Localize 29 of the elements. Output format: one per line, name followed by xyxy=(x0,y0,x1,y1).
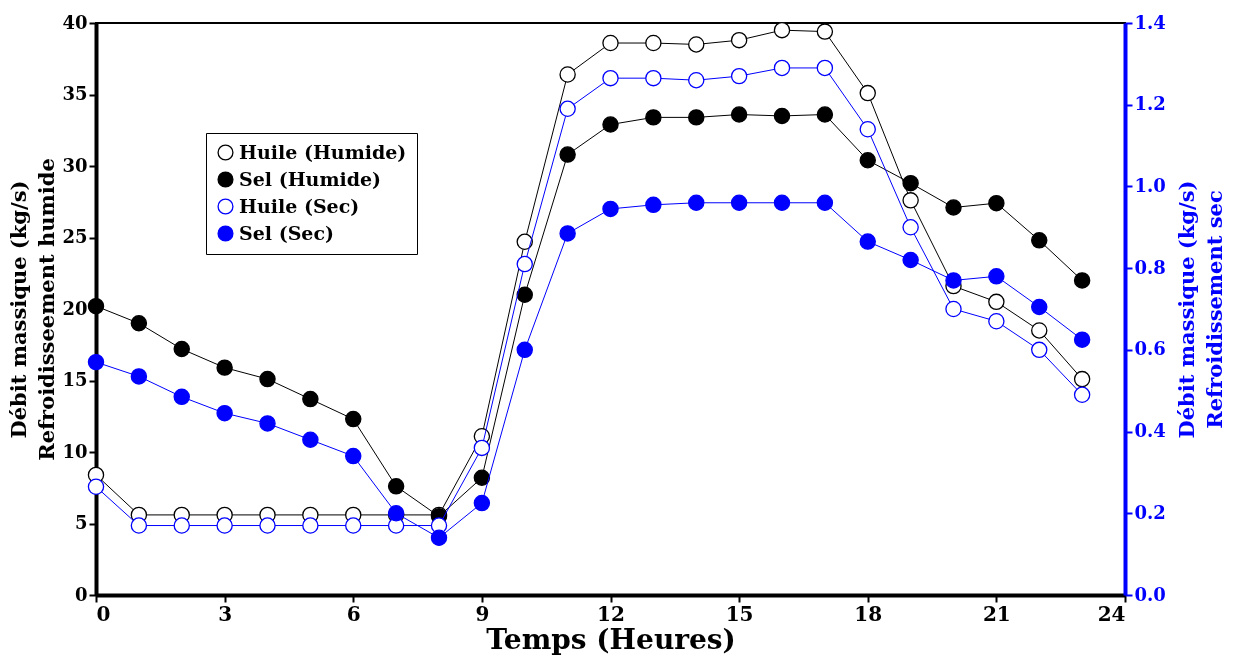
y2-tick-label: 1.0 xyxy=(1134,174,1166,196)
legend-label: Sel (Sec) xyxy=(239,221,334,244)
y2-tick-label: 1.4 xyxy=(1134,11,1166,33)
y2-tick-label: 0.0 xyxy=(1134,583,1166,605)
y-tick-label: 30 xyxy=(62,154,88,176)
y2-tick-label: 0.2 xyxy=(1134,501,1166,523)
y-tick-label: 20 xyxy=(62,297,88,319)
y-tick-label: 40 xyxy=(62,11,88,33)
y-axis-title: Débit massique (kg/s) Refroidisseement humide xyxy=(6,158,60,461)
legend-label: Huile (Sec) xyxy=(239,194,360,217)
x-tick-label: 21 xyxy=(982,601,1011,626)
y-tick-label: 5 xyxy=(74,512,88,533)
x-tick-label: 6 xyxy=(346,601,361,626)
x-tick-label: 0 xyxy=(96,601,111,626)
legend-label: Huile (Humide) xyxy=(239,140,407,163)
y-tick-label: 25 xyxy=(62,226,88,247)
x-tick-label: 18 xyxy=(854,601,883,626)
y-tick-label: 0 xyxy=(74,583,88,605)
y2-tick-label: 0.4 xyxy=(1134,420,1166,442)
y2-tick-label: 1.2 xyxy=(1134,93,1166,115)
y2-tick-label: 0.6 xyxy=(1134,338,1166,360)
legend-label: Sel (Humide) xyxy=(239,167,382,190)
y-tick-label: 10 xyxy=(62,440,88,462)
x-tick-label: 24 xyxy=(1097,601,1126,626)
y2-tick-label: 0.8 xyxy=(1134,256,1166,278)
y-tick-label: 15 xyxy=(62,369,88,390)
y2-axis-title: Débit massique (kg/s) Refroidissement sec xyxy=(1173,180,1227,439)
y-tick-label: 35 xyxy=(62,83,88,104)
x-tick-label: 3 xyxy=(218,601,233,626)
